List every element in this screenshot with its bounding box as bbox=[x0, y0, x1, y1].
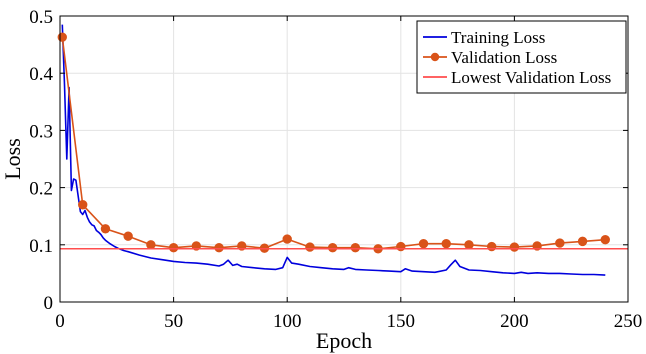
validation-loss-point bbox=[555, 238, 565, 248]
validation-loss-point bbox=[191, 241, 202, 251]
validation-loss-point bbox=[464, 240, 474, 250]
legend-marker-validation-loss bbox=[430, 52, 440, 62]
legend-label-lowest-validation-loss: Lowest Validation Loss bbox=[451, 68, 611, 87]
x-tick-label: 50 bbox=[164, 311, 183, 332]
legend-label-validation-loss: Validation Loss bbox=[451, 48, 557, 67]
y-tick-label: 0.2 bbox=[29, 179, 53, 200]
validation-loss-point bbox=[214, 242, 224, 253]
x-tick-label: 200 bbox=[500, 311, 529, 332]
validation-loss-point bbox=[100, 224, 111, 234]
validation-loss-point bbox=[78, 200, 88, 210]
y-axis-label: Loss bbox=[0, 138, 25, 180]
y-tick-label: 0.3 bbox=[29, 121, 53, 142]
tick-labels: 0 50 100 150 200 250 0 0.1 0.2 0.3 0.4 0.5 bbox=[29, 7, 642, 332]
plot-series bbox=[57, 24, 628, 276]
validation-loss-point bbox=[168, 242, 179, 253]
validation-loss-point bbox=[123, 231, 133, 241]
validation-loss-point bbox=[532, 241, 542, 251]
y-tick-label: 0.5 bbox=[29, 7, 53, 28]
y-tick-label: 0.4 bbox=[29, 64, 53, 85]
validation-loss-point bbox=[327, 242, 338, 253]
validation-loss-point bbox=[509, 242, 520, 252]
validation-loss-point bbox=[282, 234, 292, 244]
validation-loss-point bbox=[350, 242, 361, 253]
y-tick-label: 0 bbox=[44, 293, 54, 314]
x-axis-label: Epoch bbox=[316, 328, 372, 353]
x-tick-label: 250 bbox=[614, 311, 643, 332]
validation-loss-point bbox=[418, 238, 429, 249]
legend-label-training-loss: Training Loss bbox=[451, 28, 545, 47]
training-loss-line bbox=[61, 24, 606, 276]
legend-box bbox=[416, 20, 627, 94]
validation-loss-point bbox=[305, 242, 315, 252]
x-tick-label: 150 bbox=[387, 311, 416, 332]
validation-loss-point bbox=[577, 236, 588, 247]
y-tick-label: 0.1 bbox=[29, 236, 53, 257]
x-tick-label: 0 bbox=[55, 311, 65, 332]
validation-loss-point bbox=[146, 240, 156, 250]
validation-loss-point bbox=[57, 32, 67, 42]
validation-loss-point bbox=[441, 238, 451, 249]
plot-frame bbox=[59, 15, 629, 303]
validation-loss-point bbox=[600, 234, 610, 245]
validation-loss-point bbox=[237, 241, 247, 251]
x-tick-label: 100 bbox=[273, 311, 302, 332]
